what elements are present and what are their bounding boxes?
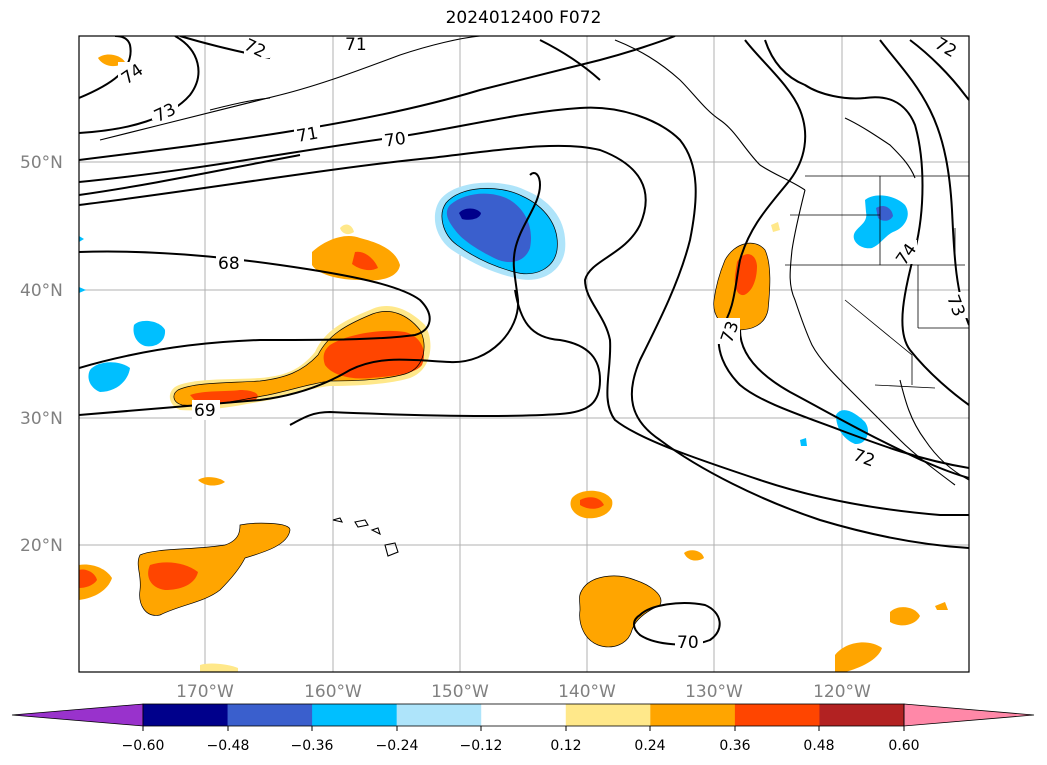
colorbar-segment	[819, 704, 905, 726]
colorbar-tick-label: −0.12	[460, 738, 503, 754]
contour-label: 69	[194, 401, 216, 421]
colorbar-segment	[227, 704, 313, 726]
lon-label-160w: 160°W	[304, 682, 362, 702]
colorbar: −0.60 −0.48 −0.36 −0.24 −0.12 0.12 0.24 …	[11, 703, 1035, 754]
colorbar-extend-low	[11, 703, 144, 727]
contour-label: 70	[677, 633, 699, 653]
colorbar-frame	[142, 703, 905, 727]
colorbar-segment	[565, 704, 651, 726]
contour-label: 68	[218, 254, 240, 274]
colorbar-tick-label: −0.60	[122, 738, 165, 754]
lon-label-150w: 150°W	[431, 682, 489, 702]
contour-label: 70	[383, 129, 407, 152]
coastlines	[99, 36, 969, 557]
colorbar-segment	[312, 704, 398, 726]
contour-label: 71	[345, 35, 367, 55]
colorbar-tick-label: −0.48	[207, 738, 250, 754]
map-title: 2024012400 F072	[445, 8, 602, 28]
colorbar-segment	[650, 704, 736, 726]
map-frame	[78, 35, 970, 673]
colorbar-segment	[143, 704, 229, 726]
colorbar-extend-high	[903, 703, 1035, 727]
lon-label-120w: 120°W	[813, 682, 871, 702]
contour-labels: 74 73 72 71 71 70 68 69 73 74 72 73 70	[118, 35, 969, 653]
colorbar-tick-label: 0.24	[634, 738, 665, 754]
lat-label-20n: 20°N	[20, 536, 63, 556]
colorbar-segment	[396, 704, 482, 726]
colorbar-tick-label: −0.36	[291, 738, 334, 754]
colorbar-segment	[734, 704, 820, 726]
lon-label-140w: 140°W	[558, 682, 616, 702]
contour-label: 71	[295, 123, 320, 146]
lat-label-30n: 30°N	[20, 409, 63, 429]
colorbar-tick-label: 0.36	[719, 738, 750, 754]
colorbar-tick-label: 0.12	[550, 738, 581, 754]
colorbar-tick-label: 0.48	[803, 738, 834, 754]
lat-label-50n: 50°N	[20, 153, 63, 173]
colorbar-tick-label: −0.24	[376, 738, 419, 754]
lon-label-130w: 130°W	[685, 682, 743, 702]
lon-label-170w: 170°W	[176, 682, 234, 702]
colorbar-segments	[143, 704, 905, 726]
lat-label-40n: 40°N	[20, 281, 63, 301]
colorbar-segment	[481, 704, 567, 726]
colorbar-tick-label: 0.60	[888, 738, 919, 754]
colorbar-ticks	[142, 726, 905, 731]
